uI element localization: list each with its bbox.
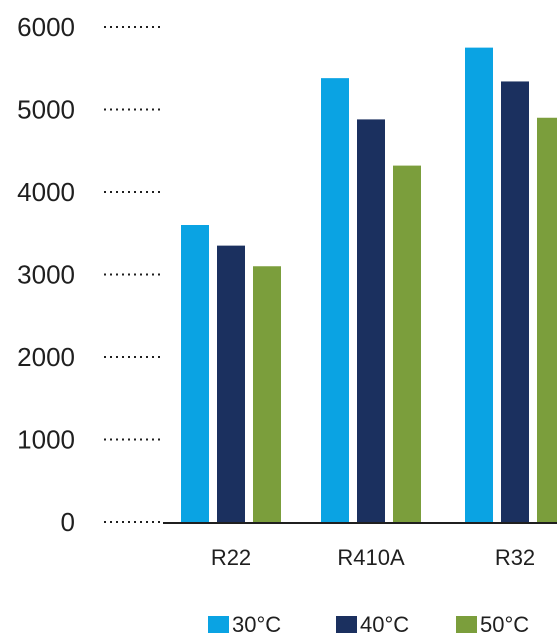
bar-r32-3 — [537, 117, 557, 522]
bar-r22-1 — [181, 225, 209, 522]
x-axis: R22 R410A R32 — [211, 545, 535, 570]
y-axis: 0 1000 2000 3000 4000 5000 6000 — [17, 12, 160, 537]
x-tick-label: R410A — [337, 545, 405, 570]
legend: 30°C 40°C 50°C — [208, 612, 529, 635]
bars — [181, 47, 557, 523]
legend-swatch — [208, 616, 229, 633]
bar-r410a-3 — [393, 165, 421, 522]
legend-label: 40°C — [360, 612, 409, 635]
bar-r410a-2 — [357, 119, 385, 523]
bar-r22-2 — [217, 245, 245, 522]
bar-r32-2 — [501, 81, 529, 522]
x-tick-label: R22 — [211, 545, 251, 570]
y-tick-label: 0 — [61, 507, 75, 537]
legend-label: 30°C — [232, 612, 281, 635]
legend-label: 50°C — [480, 612, 529, 635]
bar-r410a-1 — [321, 78, 349, 523]
legend-swatch — [456, 616, 477, 633]
y-tick-label: 6000 — [17, 12, 75, 42]
x-tick-label: R32 — [495, 545, 535, 570]
y-tick-label: 4000 — [17, 177, 75, 207]
y-tick-label: 2000 — [17, 342, 75, 372]
y-tick-label: 5000 — [17, 95, 75, 125]
y-tick-label: 3000 — [17, 260, 75, 290]
legend-swatch — [336, 616, 357, 633]
y-tick-label: 1000 — [17, 425, 75, 455]
bar-r22-3 — [253, 266, 281, 522]
bar-r32-1 — [465, 47, 493, 522]
